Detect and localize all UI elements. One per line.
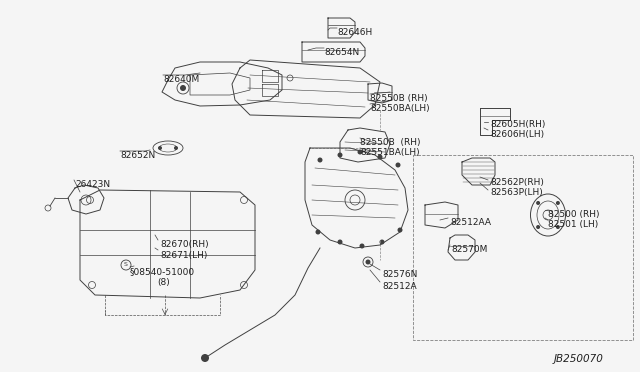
Circle shape [556, 225, 560, 229]
Circle shape [380, 240, 385, 244]
Circle shape [556, 201, 560, 205]
Circle shape [174, 146, 178, 150]
Circle shape [536, 225, 540, 229]
Text: 82654N: 82654N [324, 48, 359, 57]
Text: 26423N: 26423N [75, 180, 110, 189]
Circle shape [536, 201, 540, 205]
Circle shape [337, 240, 342, 244]
Circle shape [317, 157, 323, 163]
Text: 82551BA(LH): 82551BA(LH) [360, 148, 420, 157]
Text: 82652N: 82652N [120, 151, 156, 160]
Text: 82550B (RH): 82550B (RH) [370, 94, 428, 103]
Circle shape [158, 146, 162, 150]
Text: 82671(LH): 82671(LH) [160, 251, 207, 260]
Text: 82512A: 82512A [382, 282, 417, 291]
Text: 82563P(LH): 82563P(LH) [490, 188, 543, 197]
Text: 82670(RH): 82670(RH) [160, 240, 209, 249]
Text: 82640M: 82640M [163, 75, 199, 84]
Circle shape [316, 230, 321, 234]
Text: 82646H: 82646H [337, 28, 372, 37]
Text: 82500 (RH): 82500 (RH) [548, 210, 600, 219]
Text: 82605H(RH): 82605H(RH) [490, 120, 545, 129]
Circle shape [358, 150, 362, 154]
Circle shape [378, 154, 383, 160]
Text: 82512AA: 82512AA [450, 218, 491, 227]
Text: 82550BA(LH): 82550BA(LH) [370, 104, 429, 113]
Text: 82501 (LH): 82501 (LH) [548, 220, 598, 229]
Text: §08540-51000: §08540-51000 [130, 267, 195, 276]
Circle shape [180, 85, 186, 91]
Text: 82606H(LH): 82606H(LH) [490, 130, 544, 139]
Text: S: S [124, 263, 128, 267]
Circle shape [337, 153, 342, 157]
Text: 82550B  (RH): 82550B (RH) [360, 138, 420, 147]
Text: 82562P(RH): 82562P(RH) [490, 178, 544, 187]
Circle shape [201, 354, 209, 362]
Text: (8): (8) [157, 278, 170, 287]
Circle shape [360, 244, 365, 248]
Text: 82570M: 82570M [451, 245, 488, 254]
Text: JB250070: JB250070 [554, 354, 604, 364]
Text: 82576N: 82576N [382, 270, 417, 279]
Circle shape [365, 260, 371, 264]
Circle shape [396, 163, 401, 167]
Circle shape [397, 228, 403, 232]
